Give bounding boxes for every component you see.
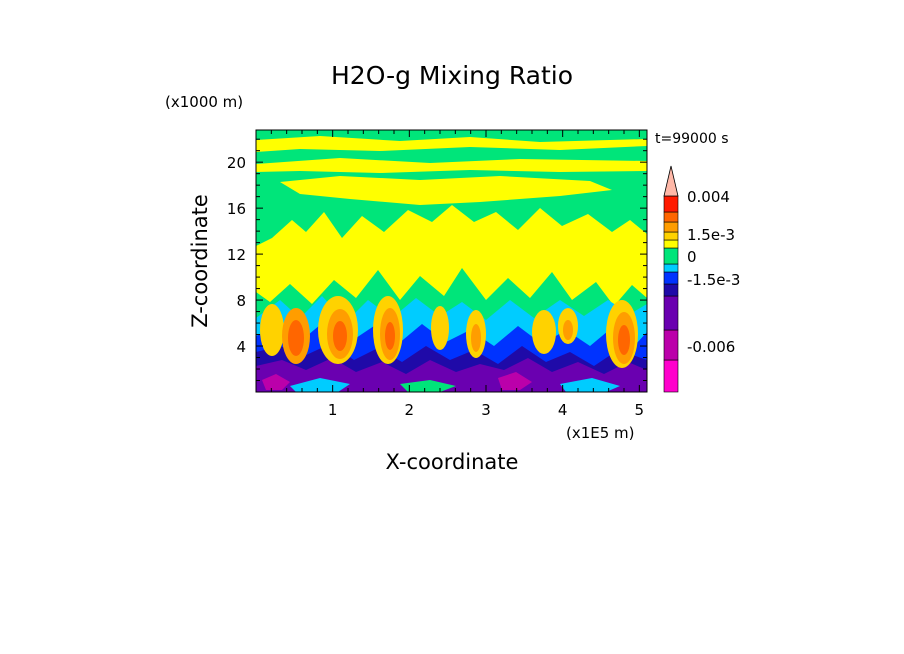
plume-2 <box>318 296 358 364</box>
colorbar-segment <box>663 195 679 213</box>
plume-3 <box>373 296 403 364</box>
colorbar-segment <box>663 239 679 249</box>
colorbar-segment <box>663 283 679 297</box>
x-tick-label: 4 <box>558 401 568 419</box>
plume-4 <box>431 306 449 350</box>
chart-title: H2O-g Mixing Ratio <box>331 61 573 90</box>
plume-7 <box>606 300 638 368</box>
contour-magenta-patch <box>262 374 290 390</box>
colorbar: 0.004 1.5e-3 0 -1.5e-3 -0.006 <box>663 165 740 393</box>
x-unit-label: (x1E5 m) <box>566 424 635 442</box>
colorbar-segment <box>663 359 679 393</box>
contour-patch-16km <box>280 176 612 205</box>
contour-magenta-patch-2 <box>498 372 532 390</box>
y-axis-ticks: 4 8 12 16 20 <box>227 138 647 382</box>
colorbar-segment <box>663 329 679 361</box>
colorbar-segment <box>663 247 679 265</box>
plume-1 <box>260 304 310 364</box>
y-tick-label: 12 <box>227 246 246 264</box>
colorbar-segment <box>663 211 679 223</box>
plot-frame <box>255 129 648 393</box>
y-tick-label: 20 <box>227 154 246 172</box>
time-label: t=99000 s <box>655 131 729 147</box>
y-axis-label: Z-coordinate <box>188 194 212 328</box>
colorbar-segment <box>663 231 679 241</box>
colorbar-extend-arrow <box>663 165 679 197</box>
colorbar-segment <box>663 295 679 331</box>
y-tick-label: 8 <box>236 292 246 310</box>
y-unit-label: (x1000 m) <box>165 93 243 111</box>
contour-surface-lens-2 <box>560 378 620 392</box>
colorbar-tick-label: 1.5e-3 <box>687 226 735 244</box>
contour-surface-lens-1 <box>290 378 350 392</box>
colorbar-tick-label: -0.006 <box>687 338 735 356</box>
colorbar-segment <box>663 221 679 233</box>
plume-6 <box>532 308 578 354</box>
colorbar-segment <box>663 263 679 273</box>
x-tick-label: 5 <box>635 401 645 419</box>
contour-band-top <box>256 136 647 152</box>
x-axis-ticks: 1 2 3 4 5 <box>270 130 645 419</box>
colorbar-tick-label: 0.004 <box>687 188 730 206</box>
contour-yellow-layer <box>256 205 647 306</box>
contour-band-upper <box>256 158 647 173</box>
x-tick-label: 2 <box>405 401 415 419</box>
contour-surface-lens-3 <box>400 380 456 392</box>
plume-5 <box>466 310 486 358</box>
colorbar-tick-label: 0 <box>687 248 697 266</box>
x-axis-label: X-coordinate <box>386 450 519 474</box>
colorbar-segment <box>663 271 679 285</box>
contour-field <box>256 130 647 392</box>
contour-purple-layer <box>256 358 647 392</box>
y-tick-label: 16 <box>227 200 246 218</box>
colorbar-tick-label: -1.5e-3 <box>687 271 740 289</box>
y-tick-label: 4 <box>236 338 246 356</box>
x-tick-label: 3 <box>481 401 491 419</box>
x-tick-label: 1 <box>328 401 338 419</box>
